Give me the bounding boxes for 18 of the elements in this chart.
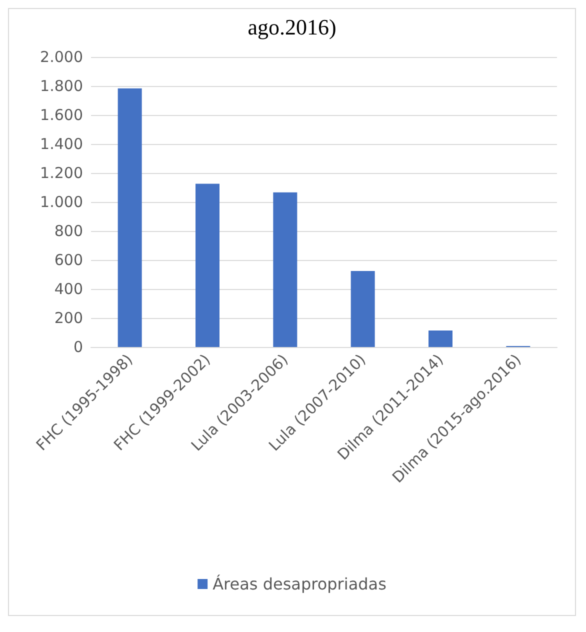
bar [196,184,220,347]
y-tick-label: 400 [54,280,83,298]
y-tick-label: 1.800 [40,77,83,95]
bar [273,192,298,347]
legend-label: Áreas desapropriadas [212,574,386,594]
y-tick-label: 1.000 [40,193,83,211]
y-tick-label: 0 [73,338,83,356]
y-tick-label: 200 [54,309,83,327]
chart-title: ago.2016) [248,14,336,40]
bar [350,271,375,347]
y-tick-label: 1.200 [40,164,83,182]
y-tick-label: 2.000 [40,48,83,66]
y-tick-label: 1.600 [40,106,83,124]
y-tick-label: 1.400 [40,135,83,153]
y-tick-label: 600 [54,251,83,269]
y-tick-label: 800 [54,222,83,240]
bar [118,88,142,347]
bar [428,330,452,347]
